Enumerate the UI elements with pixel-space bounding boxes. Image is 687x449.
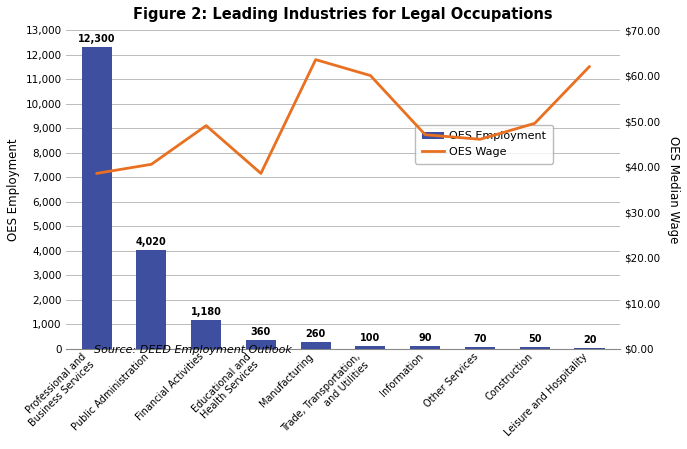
Bar <box>301 342 330 348</box>
Bar <box>465 347 495 348</box>
Text: 50: 50 <box>528 335 541 344</box>
Text: 260: 260 <box>306 329 326 339</box>
Text: 100: 100 <box>360 333 381 343</box>
Text: 360: 360 <box>251 327 271 337</box>
Bar <box>246 340 276 348</box>
Title: Figure 2: Leading Industries for Legal Occupations: Figure 2: Leading Industries for Legal O… <box>133 7 553 22</box>
Text: 12,300: 12,300 <box>78 34 115 44</box>
Bar <box>410 347 440 348</box>
Y-axis label: OES Employment: OES Employment <box>7 138 20 241</box>
Text: 1,180: 1,180 <box>191 307 222 317</box>
Text: 90: 90 <box>418 334 432 343</box>
Bar <box>355 346 385 348</box>
Bar <box>136 250 166 348</box>
Text: 20: 20 <box>583 335 596 345</box>
Text: 70: 70 <box>473 334 486 344</box>
Text: Source: DEED Employment Outlook: Source: DEED Employment Outlook <box>94 345 292 355</box>
Text: 4,020: 4,020 <box>136 237 167 247</box>
Legend: OES Employment, OES Wage: OES Employment, OES Wage <box>415 125 553 164</box>
Bar <box>191 320 221 348</box>
Bar <box>82 47 112 348</box>
Y-axis label: OES Median Wage: OES Median Wage <box>667 136 680 243</box>
